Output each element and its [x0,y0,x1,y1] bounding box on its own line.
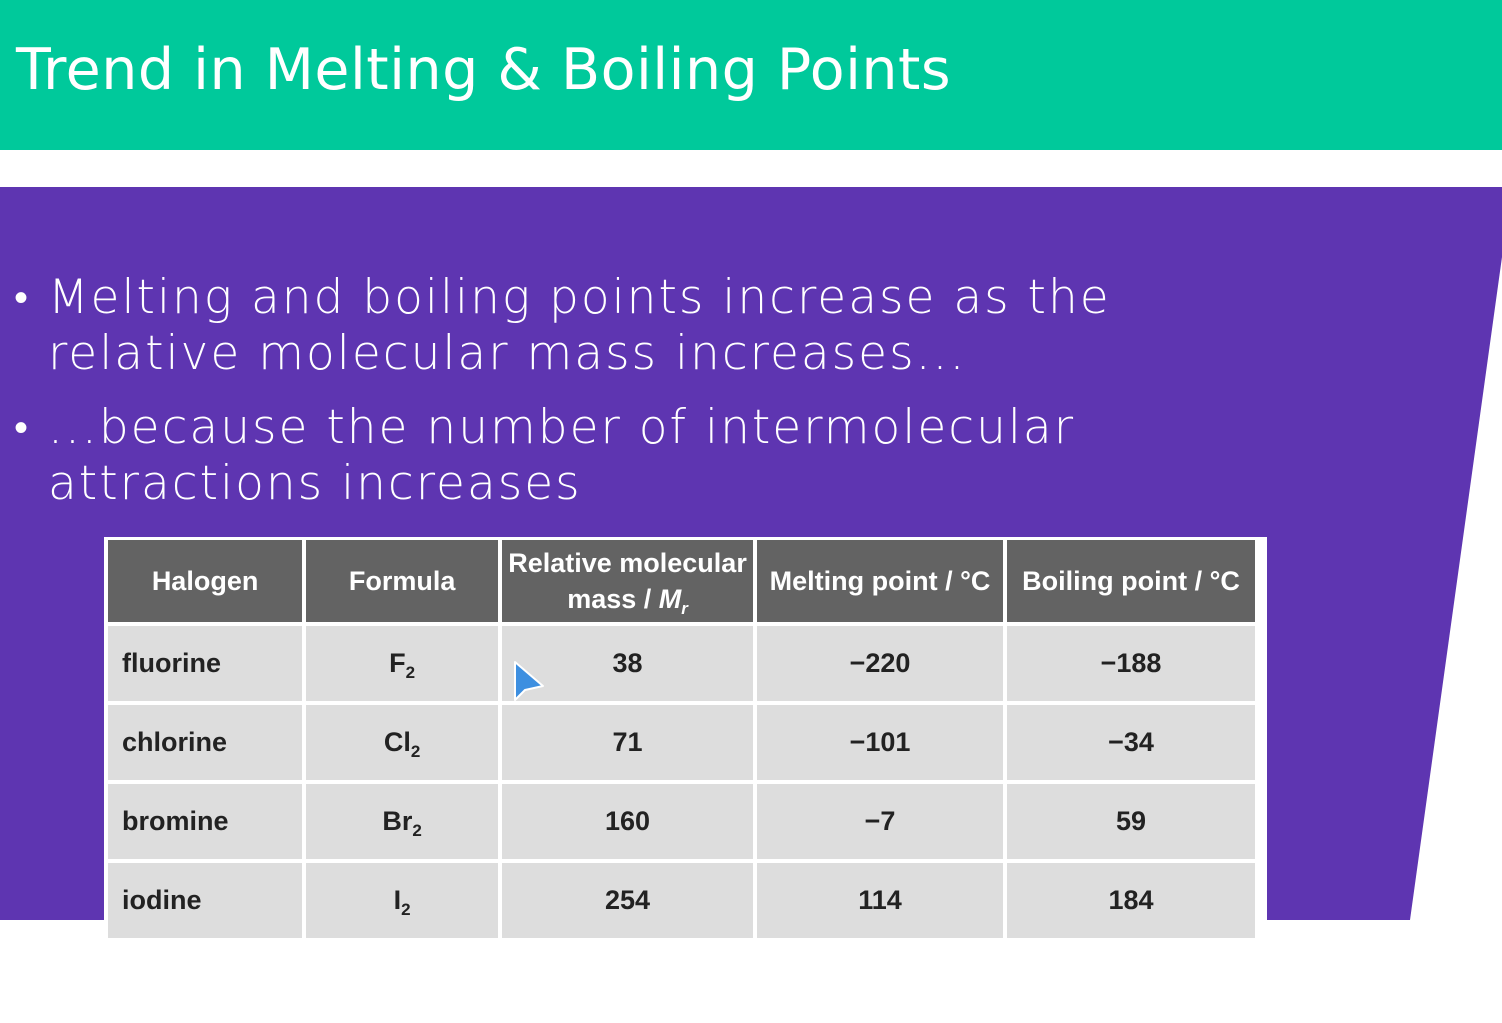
bullet-list: • Melting and boiling points increase as… [14,270,1314,530]
header-mass-subscript: r [681,599,688,618]
bullet-text: ...because the number of intermolecular … [48,400,1076,511]
bullet-dot-icon: • [14,275,31,321]
cell-melting-point: −220 [756,626,1004,701]
formula-subscript: 2 [412,821,422,840]
cell-melting-point: −101 [756,705,1004,780]
title-bar: Trend in Melting & Boiling Points [0,0,1502,150]
cell-formula: F2 [306,626,499,701]
cell-halogen-name: chlorine [108,705,303,780]
slide-title: Trend in Melting & Boiling Points [16,37,952,103]
formula-symbol: I [393,885,402,915]
formula-subscript: 2 [401,900,411,919]
header-melting-point: Melting point / °C [756,540,1004,622]
formula-symbol: Br [382,806,413,836]
formula-subscript: 2 [405,663,416,682]
header-mass-symbol: M [658,584,682,614]
cell-boiling-point: −34 [1007,705,1255,780]
header-boiling-point: Boiling point / °C [1007,540,1255,622]
cell-formula: Cl2 [306,705,499,780]
bullet-text: Melting and boiling points increase as t… [48,270,1111,381]
table-row: fluorine F2 38 −220 −188 [108,626,1255,701]
cell-formula: Br2 [306,784,499,859]
cell-melting-point: 114 [756,863,1004,938]
table-row: chlorine Cl2 71 −101 −34 [108,705,1255,780]
cell-boiling-point: −188 [1007,626,1255,701]
header-relative-molecular-mass: Relative molecular mass / Mr [502,540,753,622]
cell-formula: I2 [306,863,499,938]
halogen-table: Halogen Formula Relative molecular mass … [104,536,1259,942]
cell-halogen-name: iodine [108,863,303,938]
formula-symbol: Cl [383,727,411,757]
header-mass-line1: Relative molecular [508,548,747,578]
bullet-dot-icon: • [14,405,31,451]
mouse-pointer-icon [514,661,544,701]
halogen-table-frame: Halogen Formula Relative molecular mass … [104,537,1267,939]
bullet-item: • ...because the number of intermolecula… [14,400,1314,512]
header-formula: Formula [306,540,499,622]
table-header-row: Halogen Formula Relative molecular mass … [108,540,1255,622]
table-row: bromine Br2 160 −7 59 [108,784,1255,859]
cell-halogen-name: fluorine [108,626,303,701]
cell-relative-mass: 71 [502,705,753,780]
formula-symbol: F [389,648,406,678]
table-row: iodine I2 254 114 184 [108,863,1255,938]
bullet-item: • Melting and boiling points increase as… [14,270,1314,382]
cell-halogen-name: bromine [108,784,303,859]
cell-relative-mass: 38 [502,626,753,701]
cell-melting-point: −7 [756,784,1004,859]
header-mass-line2: mass / [567,584,659,614]
cell-relative-mass: 254 [502,863,753,938]
cell-boiling-point: 59 [1007,784,1255,859]
cell-boiling-point: 184 [1007,863,1255,938]
header-halogen: Halogen [108,540,303,622]
formula-subscript: 2 [410,742,421,761]
cell-relative-mass: 160 [502,784,753,859]
